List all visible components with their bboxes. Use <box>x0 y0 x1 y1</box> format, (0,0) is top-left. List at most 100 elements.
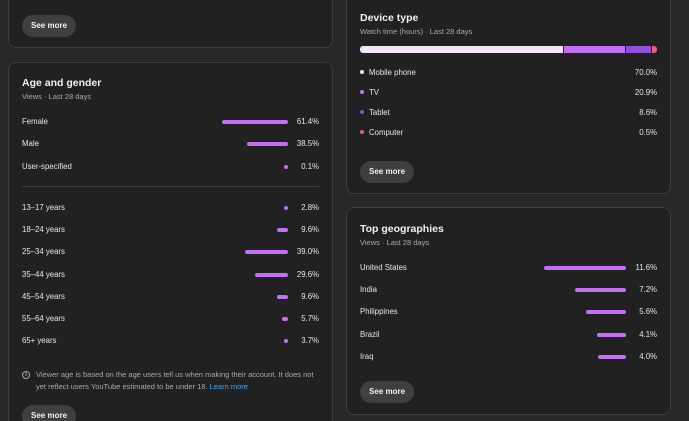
card-title: Device type <box>360 12 419 24</box>
top-geographies-card: Top geographies Views · Last 28 days Uni… <box>346 207 671 415</box>
row-bar <box>586 310 626 315</box>
see-more-button[interactable]: See more <box>22 405 77 421</box>
row-label: United States <box>360 263 407 272</box>
device-row: Computer 0.5% <box>360 127 657 139</box>
row-bar <box>597 354 626 359</box>
learn-more-link[interactable]: Learn more <box>209 382 248 391</box>
row-percent: 11.6% <box>635 263 657 272</box>
row-label: Brazil <box>360 329 380 339</box>
gender-row: Male 38.5% <box>22 138 319 150</box>
geo-row: Iraq 4.0% <box>360 351 657 363</box>
row-label: India <box>360 285 377 295</box>
row-bar <box>245 250 288 255</box>
device-row: TV 20.9% <box>360 87 657 99</box>
see-more-button[interactable]: See more <box>22 15 77 37</box>
device-row: Tablet 8.6% <box>360 107 657 119</box>
row-bar <box>277 294 288 299</box>
row-label: 13–17 years <box>22 203 65 212</box>
age-row: 35–44 years 29.6% <box>22 269 319 281</box>
card-title: Top geographies <box>360 223 444 235</box>
card-subtitle: Watch time (hours) · Last 28 days <box>360 27 473 36</box>
card-title: Age and gender <box>22 77 102 89</box>
geo-row: United States 11.6% <box>360 262 657 274</box>
see-more-button[interactable]: See more <box>360 381 415 403</box>
row-bar <box>246 142 288 147</box>
row-label: 65+ years <box>22 336 57 346</box>
row-label: Philippines <box>360 307 398 317</box>
device-stacked-bar <box>360 46 657 53</box>
divider <box>22 186 319 187</box>
age-row: 18–24 years 9.6% <box>22 224 319 236</box>
row-percent: 9.6% <box>301 291 319 301</box>
stack-segment <box>652 46 657 53</box>
row-percent: 2.8% <box>301 203 319 212</box>
see-more-button[interactable]: See more <box>360 161 415 183</box>
legend-dot-icon <box>360 130 364 134</box>
row-percent: 20.9% <box>634 88 657 97</box>
row-label: 35–44 years <box>22 269 65 279</box>
row-label: 18–24 years <box>22 225 65 235</box>
geo-row: Brazil 4.1% <box>360 329 657 341</box>
row-bar <box>284 164 288 169</box>
row-label: User-specified <box>22 161 72 171</box>
row-percent: 39.0% <box>296 247 319 257</box>
row-bar <box>222 120 288 124</box>
age-row: 45–54 years 9.6% <box>22 291 319 303</box>
row-bar <box>575 288 626 293</box>
row-percent: 8.6% <box>639 108 657 117</box>
row-label: Male <box>22 139 39 149</box>
row-bar <box>283 339 288 344</box>
row-bar <box>281 317 288 321</box>
stack-segment <box>564 46 626 53</box>
row-bar <box>255 272 288 277</box>
geo-row: India 7.2% <box>360 284 657 296</box>
row-label: TV <box>369 88 379 97</box>
row-percent: 38.5% <box>296 139 319 149</box>
row-percent: 4.0% <box>639 351 657 361</box>
legend-dot-icon <box>360 70 364 74</box>
row-bar <box>597 332 626 337</box>
note-text: Viewer age is based on the age users tel… <box>36 370 314 391</box>
age-gender-card: Age and gender Views · Last 28 days Fema… <box>8 62 333 421</box>
row-label: Computer <box>369 128 404 137</box>
row-label: Female <box>22 117 48 126</box>
card-subtitle: Views · Last 28 days <box>360 238 430 247</box>
legend-dot-icon <box>360 90 364 94</box>
row-percent: 29.6% <box>296 269 319 279</box>
row-label: 25–34 years <box>22 247 65 257</box>
row-bar <box>277 228 288 233</box>
legend-dot-icon <box>360 110 364 114</box>
stack-segment <box>626 46 651 53</box>
info-icon: i <box>22 371 30 379</box>
age-note: i Viewer age is based on the age users t… <box>22 369 319 393</box>
row-bar <box>284 206 288 210</box>
age-row: 13–17 years 2.8% <box>22 202 319 214</box>
row-percent: 7.2% <box>639 285 657 295</box>
row-label: Iraq <box>360 351 374 361</box>
row-percent: 5.6% <box>639 307 657 317</box>
row-percent: 0.5% <box>639 128 657 137</box>
row-percent: 61.4% <box>296 117 319 126</box>
device-type-card: Device type Watch time (hours) · Last 28… <box>346 0 671 194</box>
row-percent: 9.6% <box>301 225 319 235</box>
row-label: 55–64 years <box>22 314 65 323</box>
row-label: Tablet <box>369 108 390 117</box>
gender-row: User-specified 0.1% <box>22 161 319 173</box>
age-row: 65+ years 3.7% <box>22 335 319 347</box>
stack-segment <box>360 46 564 53</box>
device-row: Mobile phone 70.0% <box>360 67 657 79</box>
row-percent: 5.7% <box>301 314 319 323</box>
gender-row: Female 61.4% <box>22 116 319 128</box>
row-percent: 3.7% <box>301 336 319 346</box>
age-row: 55–64 years 5.7% <box>22 313 319 325</box>
row-label: Mobile phone <box>369 68 416 77</box>
row-percent: 0.1% <box>301 161 319 171</box>
row-bar <box>544 266 626 270</box>
card-subtitle: Views · Last 28 days <box>22 92 92 101</box>
top-left-card: See more <box>8 0 333 48</box>
row-percent: 4.1% <box>639 329 657 339</box>
row-percent: 70.0% <box>634 68 657 77</box>
geo-row: Philippines 5.6% <box>360 306 657 318</box>
age-row: 25–34 years 39.0% <box>22 246 319 258</box>
row-label: 45–54 years <box>22 291 65 301</box>
